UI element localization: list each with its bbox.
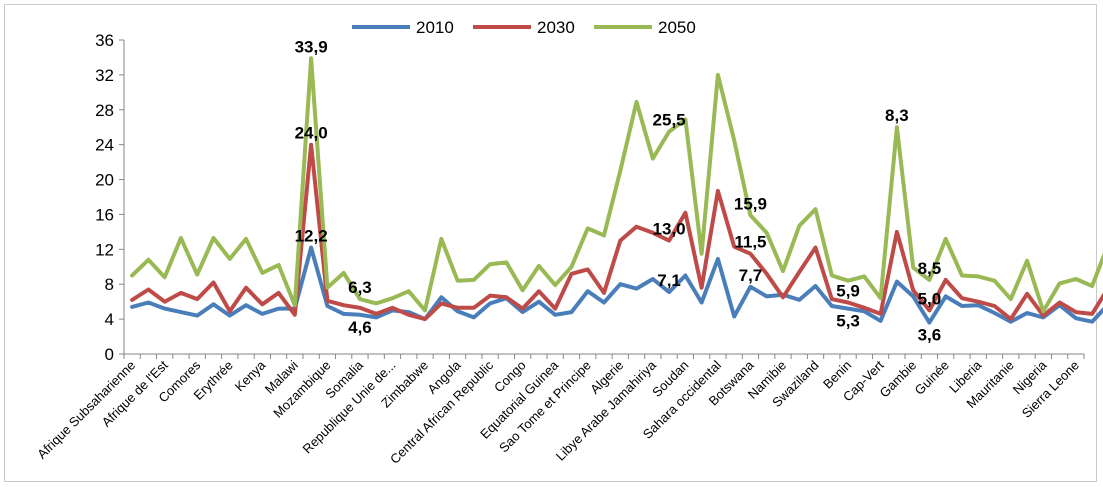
y-tick-label: 36 — [95, 31, 114, 50]
data-label: 25,5 — [653, 111, 686, 130]
chart-frame — [4, 4, 1097, 482]
data-label: 5,0 — [918, 289, 942, 308]
data-label: 5,9 — [836, 282, 860, 301]
data-label: 4,6 — [348, 318, 372, 337]
data-label: 3,6 — [918, 326, 942, 345]
data-label: 8,3 — [885, 106, 909, 125]
data-label: 15,9 — [734, 194, 767, 213]
legend-label-2010: 2010 — [416, 18, 454, 37]
y-tick-label: 20 — [95, 171, 114, 190]
y-tick-label: 12 — [95, 240, 114, 259]
y-tick-label: 28 — [95, 101, 114, 120]
data-label: 33,9 — [295, 37, 328, 56]
series-line-2050 — [130, 56, 1103, 314]
y-tick-label: 24 — [95, 136, 114, 155]
data-label: 8,5 — [918, 259, 942, 278]
data-label: 13,0 — [653, 220, 686, 239]
data-label: 7,7 — [739, 266, 763, 285]
legend-label-2030: 2030 — [537, 18, 575, 37]
legend-label-2050: 2050 — [658, 18, 696, 37]
y-tick-label: 0 — [105, 345, 114, 364]
data-label: 24,0 — [295, 124, 328, 143]
x-tick-label: Guinée — [912, 358, 952, 398]
data-label: 11,5 — [734, 233, 766, 252]
data-label: 7,1 — [657, 271, 681, 290]
series-line-2010 — [130, 245, 1103, 325]
y-tick-label: 8 — [105, 275, 114, 294]
legend: 2010 2030 2050 — [352, 18, 696, 37]
y-tick-label: 4 — [105, 310, 114, 329]
x-tick-label: Gambie — [876, 358, 919, 401]
series-lines — [130, 56, 1103, 325]
data-label: 5,3 — [836, 312, 860, 331]
data-label: 6,3 — [348, 278, 372, 297]
series-line-2030 — [130, 142, 1103, 322]
data-label: 12,2 — [295, 227, 328, 246]
data-labels: 33,9 24,0 12,2 6,3 4,6 25,5 13,0 7,1 15,9 11,5 7,7… — [295, 37, 942, 344]
y-tick-label: 32 — [95, 66, 114, 85]
y-tick-label: 16 — [95, 205, 114, 224]
